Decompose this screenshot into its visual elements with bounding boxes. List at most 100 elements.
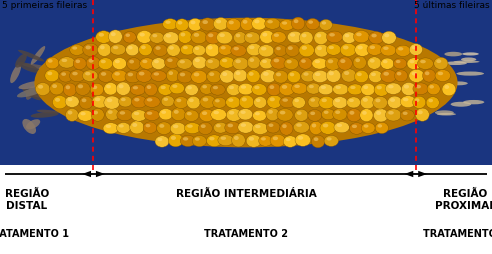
Ellipse shape [271,56,287,69]
Ellipse shape [235,59,241,63]
Ellipse shape [340,59,345,63]
Ellipse shape [266,108,279,121]
Ellipse shape [285,44,300,57]
Ellipse shape [340,43,356,56]
Ellipse shape [249,72,254,76]
Ellipse shape [187,86,192,89]
Ellipse shape [166,34,171,38]
Ellipse shape [430,85,434,89]
Ellipse shape [136,70,152,82]
Ellipse shape [93,111,98,115]
Ellipse shape [286,60,292,64]
Ellipse shape [190,21,195,24]
Ellipse shape [315,72,320,76]
Ellipse shape [337,124,342,127]
Ellipse shape [53,96,67,109]
Ellipse shape [261,137,266,140]
Ellipse shape [396,45,410,56]
Ellipse shape [100,45,105,49]
Ellipse shape [22,119,36,134]
Ellipse shape [381,70,397,83]
Ellipse shape [234,136,239,140]
Ellipse shape [184,110,199,121]
Ellipse shape [85,72,91,75]
Ellipse shape [104,83,117,95]
Ellipse shape [75,82,90,96]
Ellipse shape [206,31,220,44]
Ellipse shape [314,137,318,141]
Ellipse shape [31,112,59,118]
Ellipse shape [262,60,267,63]
Ellipse shape [347,84,363,95]
Ellipse shape [368,57,381,69]
Ellipse shape [38,85,43,89]
Ellipse shape [205,43,219,57]
Ellipse shape [353,56,367,69]
Ellipse shape [75,59,80,63]
Ellipse shape [232,134,246,147]
Ellipse shape [282,21,287,25]
Ellipse shape [69,70,85,82]
Text: 5 últimas fileiras: 5 últimas fileiras [414,1,490,10]
Ellipse shape [144,110,160,121]
Ellipse shape [157,138,162,141]
Ellipse shape [97,43,111,56]
Ellipse shape [119,84,123,88]
Ellipse shape [244,32,260,43]
Ellipse shape [61,72,66,76]
Ellipse shape [103,123,119,134]
Ellipse shape [174,97,188,108]
Ellipse shape [106,85,111,88]
Text: REGIÃO
DISTAL: REGIÃO DISTAL [5,189,49,211]
Ellipse shape [355,58,360,62]
Ellipse shape [256,99,260,102]
Text: TRATAMENTO 2: TRATAMENTO 2 [204,229,288,239]
Ellipse shape [18,50,44,61]
Ellipse shape [236,71,241,75]
Ellipse shape [236,34,241,37]
Ellipse shape [270,134,285,147]
Ellipse shape [310,98,315,102]
Ellipse shape [73,57,87,70]
Ellipse shape [116,82,130,95]
Ellipse shape [282,98,288,102]
Ellipse shape [383,60,388,63]
Ellipse shape [167,44,180,56]
Ellipse shape [163,32,179,44]
Ellipse shape [156,122,171,135]
Ellipse shape [234,31,246,44]
Ellipse shape [165,21,171,24]
Ellipse shape [180,73,185,76]
Ellipse shape [294,19,299,23]
Ellipse shape [363,85,368,89]
Ellipse shape [277,109,293,121]
Ellipse shape [321,109,335,120]
Ellipse shape [279,97,296,108]
Ellipse shape [19,81,45,89]
Ellipse shape [119,96,132,107]
Ellipse shape [320,121,336,134]
Ellipse shape [332,97,347,108]
Ellipse shape [352,125,357,128]
Ellipse shape [140,58,154,69]
Ellipse shape [48,59,53,63]
Ellipse shape [188,18,202,31]
Ellipse shape [199,109,215,122]
Ellipse shape [117,109,133,121]
Ellipse shape [434,57,448,70]
Ellipse shape [274,70,288,83]
Ellipse shape [194,72,199,76]
Ellipse shape [369,45,375,49]
Ellipse shape [158,84,173,95]
Ellipse shape [238,109,253,120]
Ellipse shape [186,96,200,109]
Text: REGIÃO
PROXIMAL: REGIÃO PROXIMAL [434,189,492,211]
Ellipse shape [280,111,285,115]
Ellipse shape [143,122,157,133]
Ellipse shape [214,111,219,114]
Ellipse shape [175,19,189,31]
Ellipse shape [318,84,333,95]
Ellipse shape [312,58,327,69]
Ellipse shape [343,45,348,50]
Ellipse shape [110,44,126,55]
